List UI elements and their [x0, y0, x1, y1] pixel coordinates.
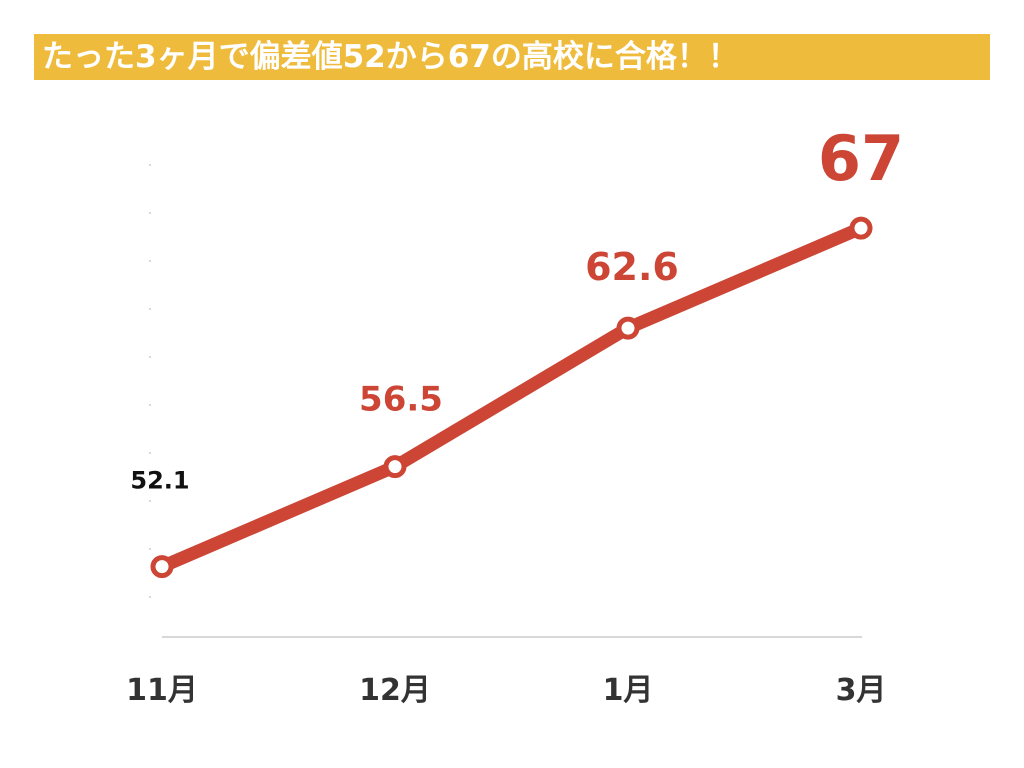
y-axis-dot: [149, 500, 151, 502]
data-points: [150, 216, 873, 579]
y-axis-dots: [149, 164, 151, 598]
x-tick-label: 12月: [359, 673, 431, 708]
data-labels: 52.1 56.5 62.6 67: [130, 122, 904, 495]
x-tick-label: 1月: [603, 673, 654, 708]
y-axis-dot: [149, 596, 151, 598]
x-tick-label: 3月: [836, 673, 887, 708]
y-axis-dot: [149, 164, 151, 166]
y-axis-dot: [149, 404, 151, 406]
data-point: [150, 555, 174, 579]
y-axis-dot: [149, 212, 151, 214]
data-point: [616, 316, 640, 340]
data-label: 62.6: [585, 245, 679, 289]
headline-banner: たった3ヶ月で偏差値52から67の高校に合格！！: [34, 34, 990, 80]
data-label: 67: [818, 122, 904, 195]
data-point: [383, 455, 407, 479]
x-tick-label: 11月: [126, 673, 198, 708]
y-axis-dot: [149, 356, 151, 358]
series-line: [155, 221, 868, 574]
data-point: [849, 216, 873, 240]
x-tick-labels: 11月 12月 1月 3月: [126, 673, 886, 708]
y-axis-dot: [149, 548, 151, 550]
y-axis-dot: [149, 308, 151, 310]
y-axis-dot: [149, 452, 151, 454]
data-label: 56.5: [359, 380, 443, 420]
y-axis-dot: [149, 260, 151, 262]
data-label: 52.1: [130, 467, 189, 495]
